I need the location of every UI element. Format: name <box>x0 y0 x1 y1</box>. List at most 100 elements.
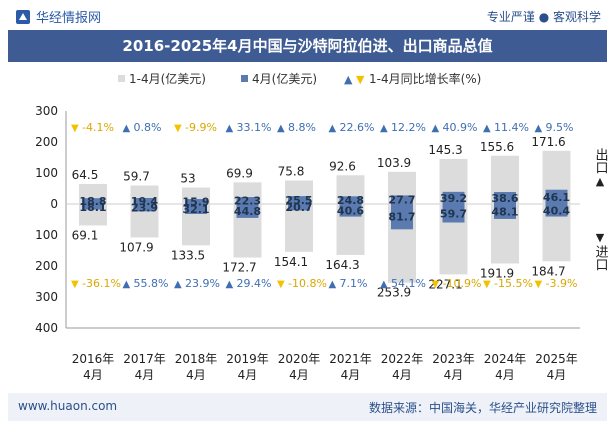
import-growth-down-arrow: ▼ <box>483 279 491 290</box>
export-monthly-label: 22.3 <box>234 195 261 208</box>
x-tick-label-year: 2025年 <box>535 352 578 366</box>
export-growth-label: 22.6% <box>340 121 375 134</box>
export-monthly-label: 24.8 <box>337 194 364 207</box>
import-growth-up-arrow: ▲ <box>226 279 234 290</box>
import-monthly-bar <box>185 204 207 214</box>
import-monthly-bar <box>545 204 568 217</box>
y-tick-label: 0 <box>50 197 58 211</box>
y-tick-label: 300 <box>35 290 58 304</box>
import-monthly-bar <box>339 204 362 217</box>
logo-icon <box>16 9 30 24</box>
export-monthly-bar <box>391 195 413 204</box>
import-growth-down-arrow: ▼ <box>432 279 440 290</box>
import-cumulative-label: 191.9 <box>480 266 514 280</box>
import-growth-label: 54.1% <box>391 277 426 290</box>
up-arrow-icon: ▲ <box>595 175 605 188</box>
chart-title: 2016-2025年4月中国与沙特阿拉伯进、出口商品总值 <box>122 37 493 55</box>
import-monthly-bar <box>236 204 259 218</box>
import-cumulative-label: 154.1 <box>274 255 308 269</box>
x-tick-label-year: 2021年 <box>329 352 372 366</box>
legend-label-cumulative: 1-4月(亿美元) <box>129 71 206 86</box>
import-growth-label: 29.4% <box>237 277 272 290</box>
export-growth-down-arrow: ▼ <box>174 123 182 134</box>
export-monthly-bar <box>339 196 362 204</box>
export-monthly-label: 25.5 <box>285 194 312 207</box>
x-tick-label-month: 4月 <box>547 368 567 382</box>
y-tick-label: 300 <box>35 104 58 118</box>
slogan: 专业严谨 ● 客观科学 <box>486 10 601 24</box>
import-cumulative-label: 184.7 <box>531 264 565 278</box>
import-monthly-label: 40.4 <box>543 204 570 217</box>
export-growth-label: 33.1% <box>237 121 272 134</box>
export-monthly-bar <box>545 189 568 204</box>
import-cumulative-label: 227.1 <box>428 277 462 291</box>
export-cumulative-label: 75.8 <box>278 165 305 179</box>
import-monthly-label: 40.6 <box>337 204 364 217</box>
export-side-label: 出口 ▲ <box>590 148 610 189</box>
import-growth-down-arrow: ▼ <box>277 279 285 290</box>
export-monthly-bar <box>82 198 104 204</box>
export-growth-up-arrow: ▲ <box>329 123 337 134</box>
import-cumulative-label: 164.3 <box>325 258 359 272</box>
footer: www.huaon.com 数据来源：中国海关，华经产业研究院整理 <box>8 393 607 421</box>
import-growth-up-arrow: ▲ <box>174 279 182 290</box>
import-monthly-bar <box>494 204 516 219</box>
x-tick-label-year: 2024年 <box>484 352 527 366</box>
import-growth-up-arrow: ▲ <box>380 279 388 290</box>
export-growth-label: 12.2% <box>391 121 426 134</box>
import-monthly-label: 23.9 <box>131 202 158 215</box>
import-growth-label: -10.9% <box>443 277 482 290</box>
x-tick-label-month: 4月 <box>238 368 258 382</box>
x-tick-label-month: 4月 <box>444 368 464 382</box>
import-monthly-label: 18.1 <box>79 201 106 214</box>
x-tick-label-year: 2020年 <box>278 352 321 366</box>
export-monthly-bar <box>442 191 465 204</box>
export-growth-up-arrow: ▲ <box>535 123 543 134</box>
export-cumulative-label: 155.6 <box>480 140 514 154</box>
import-cumulative-label: 69.1 <box>72 228 99 242</box>
export-growth-up-arrow: ▲ <box>483 123 491 134</box>
x-tick-label-year: 2016年 <box>72 352 115 366</box>
import-monthly-label: 32.1 <box>182 203 209 216</box>
export-growth-label: 40.9% <box>443 121 478 134</box>
import-growth-label: -36.1% <box>82 277 121 290</box>
export-growth-up-arrow: ▲ <box>277 123 285 134</box>
x-tick-label-month: 4月 <box>392 368 412 382</box>
import-growth-up-arrow: ▲ <box>329 279 337 290</box>
export-growth-label: -4.1% <box>82 121 114 134</box>
legend-down-arrow: ▼ <box>356 73 365 86</box>
export-monthly-bar <box>494 192 516 204</box>
import-monthly-bar <box>82 204 104 210</box>
import-growth-down-arrow: ▼ <box>535 279 543 290</box>
y-tick-label: 200 <box>35 135 58 149</box>
import-growth-label: -15.5% <box>494 277 533 290</box>
export-monthly-label: 18.8 <box>79 195 106 208</box>
export-monthly-label: 19.4 <box>131 195 158 208</box>
export-growth-up-arrow: ▲ <box>432 123 440 134</box>
import-cumulative-label: 133.5 <box>171 248 205 262</box>
import-growth-label: 7.1% <box>340 277 368 290</box>
export-monthly-label: 15.9 <box>182 196 209 209</box>
export-growth-down-arrow: ▼ <box>71 123 79 134</box>
x-tick-label-year: 2019年 <box>226 352 269 366</box>
export-monthly-bar <box>288 196 310 204</box>
export-cumulative-label: 92.6 <box>329 159 356 173</box>
export-growth-label: 0.8% <box>134 121 162 134</box>
export-monthly-label: 38.6 <box>491 192 518 205</box>
import-growth-label: 23.9% <box>185 277 220 290</box>
site-name: 华经情报网 <box>36 11 102 26</box>
export-monthly-label: 27.7 <box>388 194 415 207</box>
legend-label-growth: 1-4月同比增长率(%) <box>369 71 481 86</box>
y-tick-label: 100 <box>35 228 58 242</box>
down-arrow-icon: ▼ <box>595 231 605 244</box>
import-label: 进口 <box>592 245 608 271</box>
website-link[interactable]: www.huaon.com <box>18 399 118 413</box>
x-tick-label-month: 4月 <box>83 368 103 382</box>
import-cumulative-label: 107.9 <box>119 240 153 254</box>
export-monthly-label: 46.1 <box>543 191 570 204</box>
import-cumulative-label: 253.9 <box>377 286 411 300</box>
export-monthly-bar <box>185 199 207 204</box>
export-label: 出口 <box>592 148 608 174</box>
export-growth-label: 9.5% <box>546 121 574 134</box>
brand[interactable]: 华经情报网 <box>16 7 101 26</box>
